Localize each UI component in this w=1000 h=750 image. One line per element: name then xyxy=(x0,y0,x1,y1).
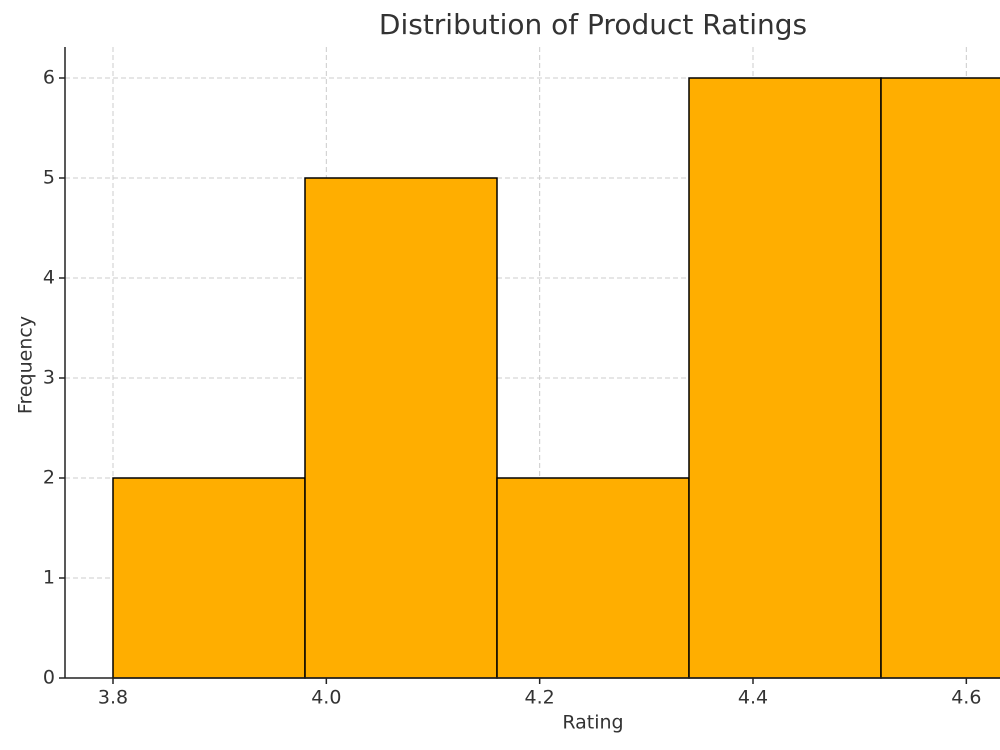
axes: 3.8 4.0 4.2 4.4 4.6 0 1 2 3 4 5 6 xyxy=(43,47,1000,709)
y-axis-label: Frequency xyxy=(15,316,37,414)
y-tick-label: 3 xyxy=(43,367,55,389)
x-tick-label: 4.4 xyxy=(738,687,768,709)
bar xyxy=(688,77,882,679)
x-tick-label: 4.2 xyxy=(525,687,555,709)
y-tick-label: 4 xyxy=(43,267,55,289)
y-tick-label: 2 xyxy=(43,467,55,489)
bar xyxy=(880,77,1000,679)
chart-title: Distribution of Product Ratings xyxy=(379,8,807,41)
x-axis-label: Rating xyxy=(562,712,623,734)
bar xyxy=(112,477,306,679)
x-tick-label: 3.8 xyxy=(98,687,128,709)
y-tick-label: 0 xyxy=(43,667,55,689)
bar xyxy=(304,177,498,679)
bar xyxy=(496,477,690,679)
bars xyxy=(112,77,1000,679)
y-tick-label: 1 xyxy=(43,567,55,589)
y-tick-label: 5 xyxy=(43,167,55,189)
y-tick-label: 6 xyxy=(43,67,55,89)
x-tick-label: 4.6 xyxy=(951,687,981,709)
x-tick-label: 4.0 xyxy=(311,687,341,709)
